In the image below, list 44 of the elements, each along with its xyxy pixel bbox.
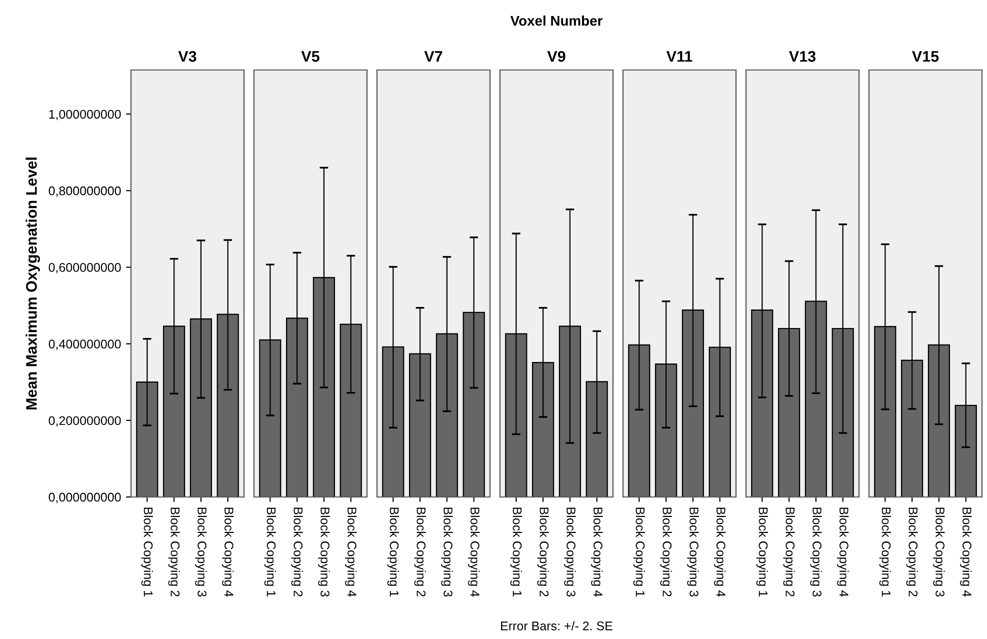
x-tick-label: Block Copying 2 xyxy=(783,508,795,596)
x-tick-label: Block Copying 4 xyxy=(222,508,234,597)
chart-title: V11 xyxy=(666,51,692,62)
x-tick-label: Block Copying 2 xyxy=(291,508,303,596)
x-tick-label: Block Copying 2 xyxy=(906,508,918,596)
text: Voxel Number xyxy=(510,16,602,26)
x-tick-label: Block Copying 4 xyxy=(837,508,849,597)
x-tick-label: Block Copying 3 xyxy=(441,508,453,596)
chart-title: V5 xyxy=(301,51,320,62)
x-tick-label: Block Copying 1 xyxy=(633,508,645,596)
x-tick-label: Block Copying 3 xyxy=(318,508,330,596)
x-tick-label: Block Copying 4 xyxy=(591,508,603,597)
y-tick-label: 0,400000000 xyxy=(48,340,121,350)
x-tick-label: Block Copying 3 xyxy=(687,508,699,596)
chart-title: V13 xyxy=(789,51,816,62)
x-tick-label: Block Copying 1 xyxy=(264,508,276,596)
x-tick-label: Block Copying 3 xyxy=(933,508,945,596)
y-tick-label: 0,800000000 xyxy=(48,186,121,197)
x-tick-label: Block Copying 1 xyxy=(387,508,399,596)
x-tick-label: Block Copying 2 xyxy=(537,508,549,596)
text: Error Bars: +/- 2. SE xyxy=(501,621,612,630)
chart-title: V3 xyxy=(178,51,196,62)
chart-title: V7 xyxy=(424,51,442,62)
y-tick-label: 0,200000000 xyxy=(48,416,121,427)
chart-title: V15 xyxy=(912,51,939,62)
x-tick-label: Block Copying 3 xyxy=(564,508,576,596)
x-tick-label: Block Copying 4 xyxy=(714,508,726,597)
x-tick-label: Block Copying 4 xyxy=(960,508,972,597)
x-tick-label: Block Copying 2 xyxy=(660,508,672,596)
x-tick-label: Block Copying 2 xyxy=(414,508,426,596)
x-tick-label: Block Copying 1 xyxy=(510,508,522,596)
x-tick-label: Block Copying 2 xyxy=(168,508,180,596)
y-tick-label: 0,000000000 xyxy=(48,492,121,504)
x-tick-label: Block Copying 1 xyxy=(879,508,891,596)
x-tick-label: Block Copying 1 xyxy=(756,508,768,596)
x-tick-label: Block Copying 3 xyxy=(195,508,207,596)
x-tick-label: Block Copying 4 xyxy=(468,508,480,597)
x-tick-label: Block Copying 4 xyxy=(345,508,357,597)
x-tick-label: Block Copying 1 xyxy=(141,508,153,596)
y-axis-title: Mean Maximum Oxygenation Level xyxy=(26,158,40,410)
chart-title: V9 xyxy=(547,51,566,62)
y-tick-label: 1,000000000 xyxy=(49,110,121,120)
x-tick-label: Block Copying 3 xyxy=(810,508,822,596)
y-tick-label: 0,600000000 xyxy=(48,263,121,274)
